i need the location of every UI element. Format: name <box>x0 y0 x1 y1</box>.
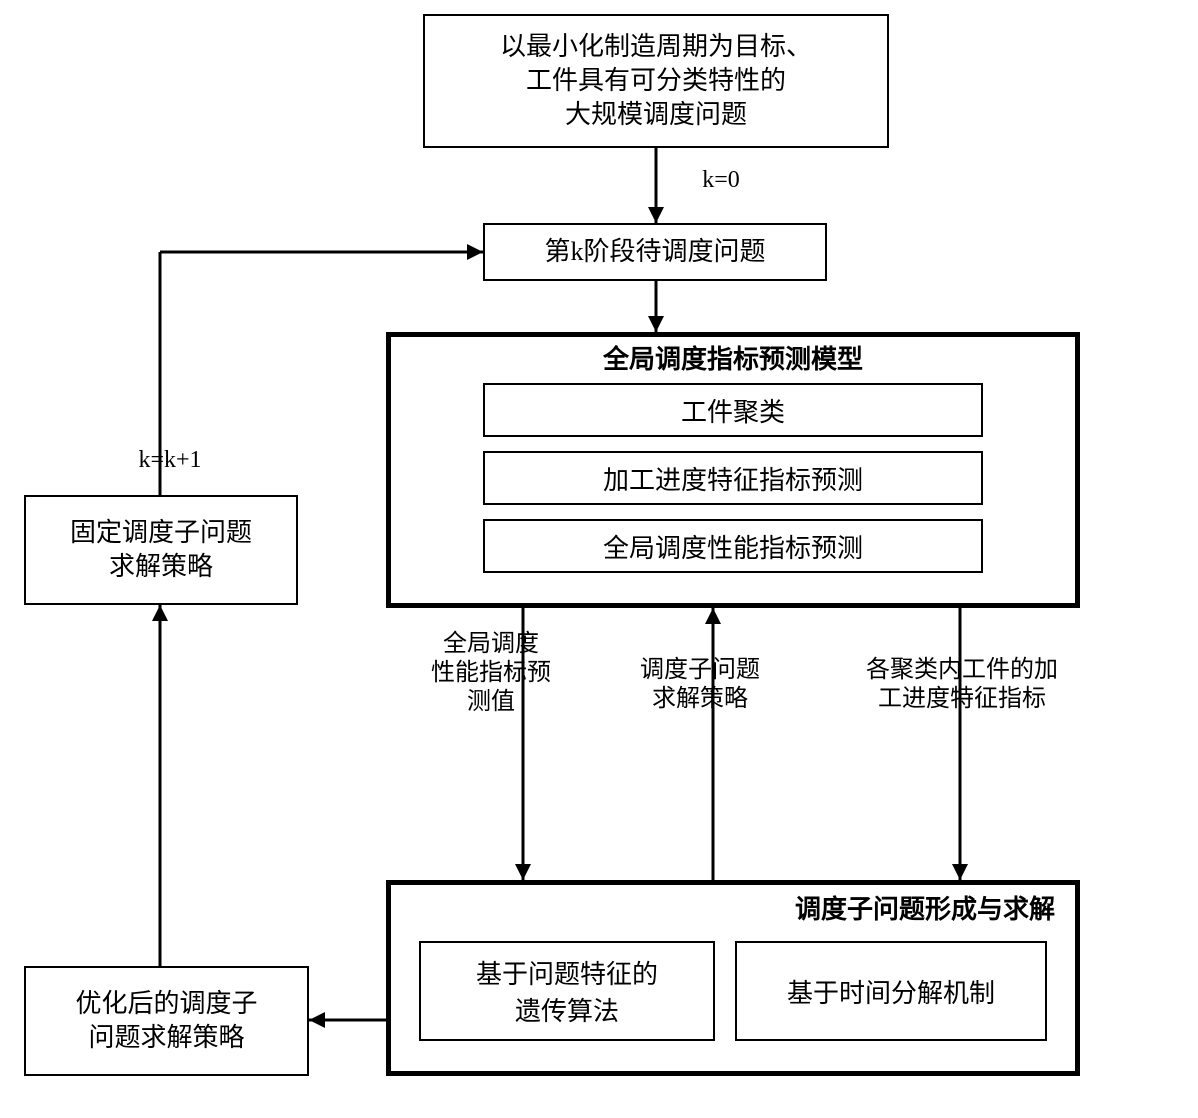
k-zero-label: k=0 <box>676 166 766 195</box>
prediction-sub-2: 全局调度性能指标预测 <box>483 519 983 573</box>
problem-definition-box: 以最小化制造周期为目标、工件具有可分类特性的大规模调度问题 <box>423 14 889 148</box>
opt-strategy-box: 优化后的调度子问题求解策略 <box>24 966 309 1076</box>
solve-sub-0: 基于问题特征的遗传算法 <box>419 941 715 1041</box>
stage-k-box: 第k阶段待调度问题 <box>483 223 827 281</box>
prediction-sub-1: 加工进度特征指标预测 <box>483 451 983 505</box>
arrow-label-right: 各聚类内工件的加工进度特征指标 <box>822 656 1102 714</box>
global-prediction-title: 全局调度指标预测模型 <box>391 337 1075 383</box>
k-increment-label: k=k+1 <box>100 446 240 475</box>
stage-k-text: 第k阶段待调度问题 <box>544 235 765 269</box>
fix-strategy-text: 固定调度子问题求解策略 <box>70 516 252 584</box>
arrow-label-left: 全局调度性能指标预测值 <box>386 630 596 716</box>
fix-strategy-box: 固定调度子问题求解策略 <box>24 495 298 605</box>
subproblem-solve-title: 调度子问题形成与求解 <box>391 885 1075 935</box>
opt-strategy-text: 优化后的调度子问题求解策略 <box>75 987 257 1055</box>
subproblem-solve-module: 调度子问题形成与求解 基于问题特征的遗传算法基于时间分解机制 <box>386 880 1080 1076</box>
global-prediction-subs: 工件聚类加工进度特征指标预测全局调度性能指标预测 <box>391 383 1075 573</box>
arrow-label-mid: 调度子问题求解策略 <box>600 656 800 714</box>
global-prediction-module: 全局调度指标预测模型 工件聚类加工进度特征指标预测全局调度性能指标预测 <box>386 332 1080 608</box>
subproblem-solve-row: 基于问题特征的遗传算法基于时间分解机制 <box>391 935 1075 1047</box>
problem-definition-text: 以最小化制造周期为目标、工件具有可分类特性的大规模调度问题 <box>500 30 812 131</box>
prediction-sub-0: 工件聚类 <box>483 383 983 437</box>
solve-sub-1: 基于时间分解机制 <box>735 941 1047 1041</box>
